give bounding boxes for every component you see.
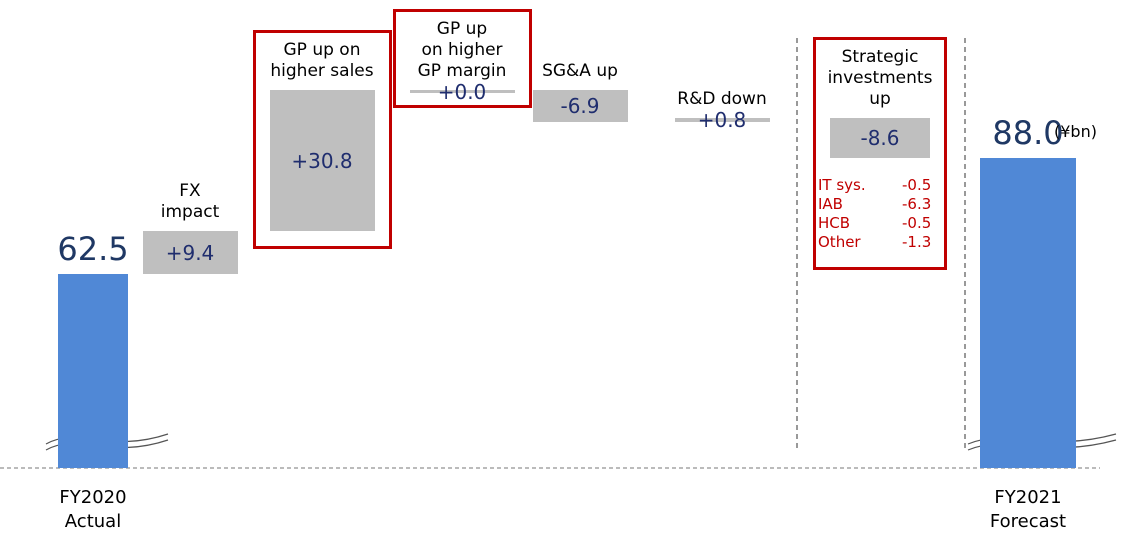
breakdown-value: -0.5 — [902, 175, 932, 194]
highlight-box — [813, 37, 947, 270]
step-bar — [532, 90, 628, 122]
step-bar — [409, 90, 515, 94]
value-label: -6.9 — [560, 94, 600, 119]
category-label: FY2021 Forecast — [989, 487, 1067, 532]
value-label: +30.8 — [291, 148, 353, 173]
category-label: Strategic investments up — [827, 47, 933, 110]
step-bar — [269, 90, 375, 232]
category-label: GP up on higher sales — [270, 40, 374, 82]
category-label: R&D down — [677, 89, 767, 110]
breakdown-name: HCB — [818, 213, 851, 232]
total-bar — [980, 157, 1076, 468]
category-label: GP up on higher GP margin — [417, 19, 507, 82]
breakdown-name: IAB — [818, 194, 843, 213]
value-label: +0.0 — [437, 79, 487, 104]
category-label: FY2020 Actual — [59, 487, 127, 532]
step-bar — [142, 231, 238, 274]
breakdown-value: -1.3 — [902, 232, 932, 251]
highlight-box — [392, 9, 532, 109]
value-label: +0.8 — [697, 108, 747, 133]
breakdown-value: -0.5 — [902, 213, 932, 232]
step-bar — [674, 118, 770, 122]
value-label: +9.4 — [165, 240, 215, 265]
value-label: 62.5 — [57, 230, 129, 268]
highlight-box — [252, 30, 392, 250]
total-bar — [58, 274, 128, 468]
step-bar — [830, 118, 930, 158]
breakdown-value: -6.3 — [902, 194, 932, 213]
breakdown-name: IT sys. — [818, 175, 866, 194]
breakdown-name: Other — [818, 232, 861, 251]
value-label: 88.0 — [992, 113, 1064, 152]
unit-label: (¥bn) — [1054, 121, 1097, 141]
category-label: FX impact — [160, 181, 220, 223]
value-label: -8.6 — [860, 125, 900, 150]
category-label: SG&A up — [542, 61, 618, 82]
